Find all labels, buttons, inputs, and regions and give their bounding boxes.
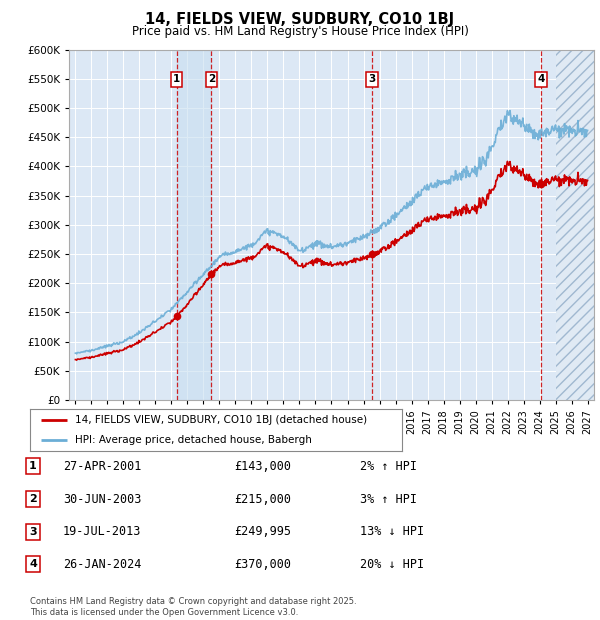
Text: 14, FIELDS VIEW, SUDBURY, CO10 1BJ (detached house): 14, FIELDS VIEW, SUDBURY, CO10 1BJ (deta…: [74, 415, 367, 425]
Text: 2% ↑ HPI: 2% ↑ HPI: [360, 460, 417, 472]
Text: 2: 2: [29, 494, 37, 504]
Text: 1: 1: [29, 461, 37, 471]
Text: £143,000: £143,000: [234, 460, 291, 472]
Text: 3: 3: [29, 527, 37, 537]
Text: 4: 4: [537, 74, 544, 84]
Text: 3% ↑ HPI: 3% ↑ HPI: [360, 493, 417, 505]
Text: £215,000: £215,000: [234, 493, 291, 505]
Text: 2: 2: [208, 74, 215, 84]
Text: £370,000: £370,000: [234, 558, 291, 570]
Text: Price paid vs. HM Land Registry's House Price Index (HPI): Price paid vs. HM Land Registry's House …: [131, 25, 469, 37]
Text: 20% ↓ HPI: 20% ↓ HPI: [360, 558, 424, 570]
Bar: [556, 50, 594, 400]
Text: 26-JAN-2024: 26-JAN-2024: [63, 558, 142, 570]
Text: HPI: Average price, detached house, Babergh: HPI: Average price, detached house, Babe…: [74, 435, 311, 445]
Text: 27-APR-2001: 27-APR-2001: [63, 460, 142, 472]
Text: Contains HM Land Registry data © Crown copyright and database right 2025.
This d: Contains HM Land Registry data © Crown c…: [30, 598, 356, 617]
Text: 30-JUN-2003: 30-JUN-2003: [63, 493, 142, 505]
Text: 14, FIELDS VIEW, SUDBURY, CO10 1BJ: 14, FIELDS VIEW, SUDBURY, CO10 1BJ: [145, 12, 455, 27]
Text: 4: 4: [29, 559, 37, 569]
Text: 3: 3: [368, 74, 376, 84]
Text: £249,995: £249,995: [234, 526, 291, 538]
Bar: [556, 50, 594, 400]
Bar: [176, 50, 211, 400]
Text: 13% ↓ HPI: 13% ↓ HPI: [360, 526, 424, 538]
Text: 19-JUL-2013: 19-JUL-2013: [63, 526, 142, 538]
Text: 1: 1: [173, 74, 180, 84]
